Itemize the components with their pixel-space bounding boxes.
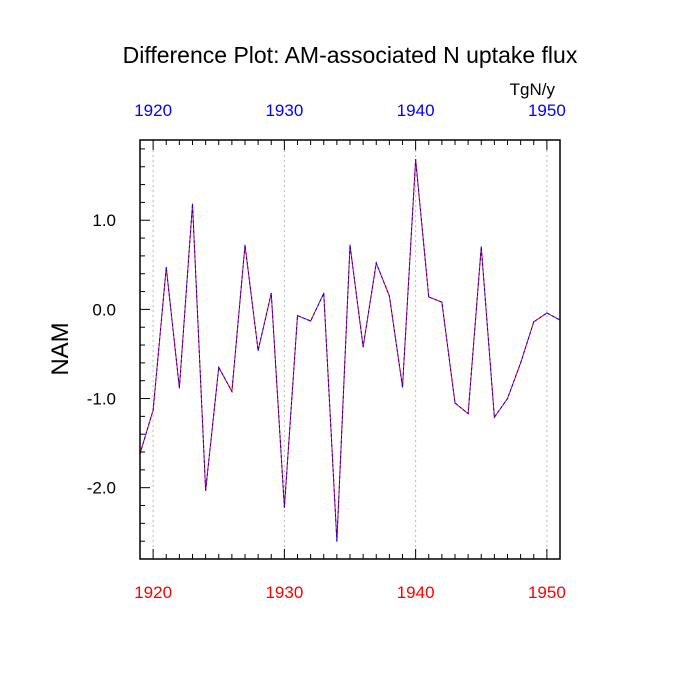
x-tick-label-bottom-1920: 1920	[134, 583, 172, 602]
data-point-1925	[218, 366, 220, 368]
data-point-1943	[454, 402, 456, 404]
grid-lines	[152, 140, 548, 559]
plot-frame	[139, 139, 561, 560]
x-tick-label-top-1930: 1930	[265, 101, 303, 120]
data-point-1931	[296, 315, 299, 317]
data-point-1942	[441, 301, 443, 303]
x-tick-label-bottom-1940: 1940	[397, 583, 435, 602]
series-line-dashed-0	[139, 159, 561, 542]
data-point-1948	[520, 362, 522, 364]
axis-ticks	[139, 140, 561, 559]
data-point-1927	[244, 244, 246, 246]
axis-tick-labels: 1920 1920 1930 1930 1940 1940 1950 1950 1.0 0.0 -1…	[87, 101, 566, 602]
y-tick-label--2.0: -2.0	[87, 479, 116, 498]
data-point-1949	[533, 321, 535, 323]
data-point-1934	[336, 540, 338, 542]
data-point-1933	[323, 292, 325, 294]
chart-title: Difference Plot: AM-associated N uptake …	[123, 42, 578, 68]
data-point-1937	[375, 262, 377, 264]
y-axis-label: NAM	[47, 322, 74, 375]
x-tick-label-bottom-1930: 1930	[265, 583, 303, 602]
data-point-1929	[270, 292, 272, 294]
data-point-1945	[480, 246, 482, 248]
data-point-1932	[310, 320, 312, 322]
data-series	[139, 159, 561, 542]
data-point-1935	[349, 244, 351, 246]
y-tick-label-0.0: 0.0	[92, 300, 116, 319]
data-point-1924	[205, 489, 207, 491]
data-point-1947	[506, 397, 509, 400]
series-line-0	[139, 159, 561, 542]
data-point-1950	[546, 312, 548, 314]
data-point-1926	[231, 390, 233, 392]
data-point-1923	[191, 203, 194, 205]
data-point-1930	[283, 506, 285, 508]
x-tick-label-bottom-1950: 1950	[528, 583, 566, 602]
data-point-1939	[401, 386, 404, 388]
data-point-1941	[428, 296, 430, 298]
data-point-1940	[415, 159, 417, 161]
x-tick-label-top-1920: 1920	[134, 101, 172, 120]
data-point-1928	[257, 349, 259, 351]
data-point-1921	[165, 266, 167, 269]
units-label: TgN/y	[510, 80, 556, 99]
data-point-1946	[493, 416, 495, 418]
data-point-1938	[388, 295, 390, 297]
data-point-1944	[467, 413, 469, 415]
data-point-1922	[178, 387, 180, 389]
x-tick-label-top-1940: 1940	[397, 101, 435, 120]
y-tick-label-1.0: 1.0	[92, 211, 116, 230]
y-tick-label--1.0: -1.0	[87, 390, 116, 409]
data-point-1936	[362, 346, 364, 348]
data-point-1920	[152, 409, 154, 411]
x-tick-label-top-1950: 1950	[528, 101, 566, 120]
